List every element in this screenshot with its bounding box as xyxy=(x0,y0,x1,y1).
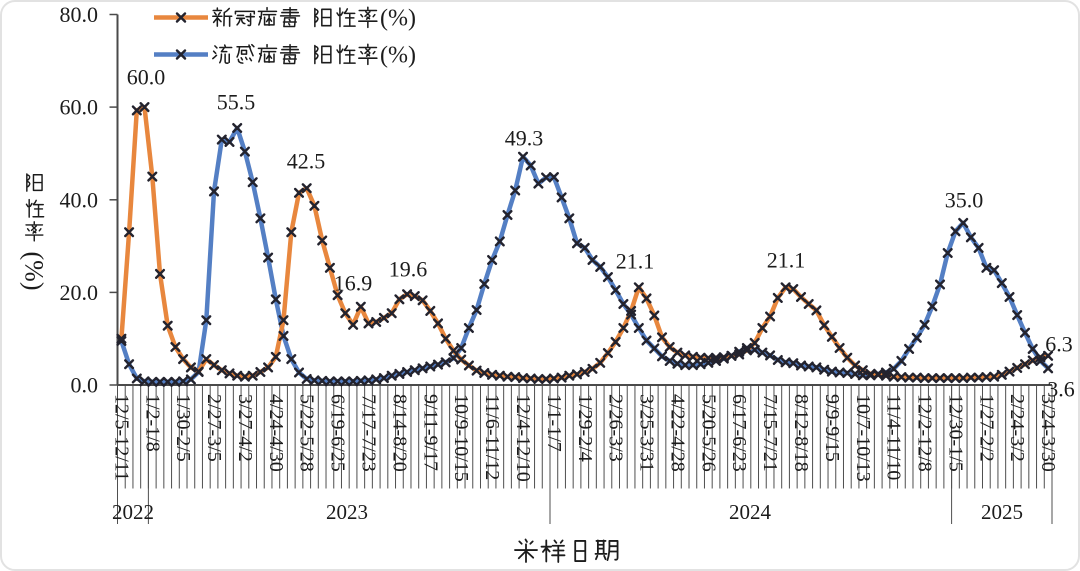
svg-text:35.0: 35.0 xyxy=(945,188,984,213)
svg-text:3/24-3/30: 3/24-3/30 xyxy=(1037,394,1059,472)
svg-text:6/19-6/25: 6/19-6/25 xyxy=(327,394,349,472)
svg-text:10/7-10/13: 10/7-10/13 xyxy=(852,394,874,482)
svg-text:60.0: 60.0 xyxy=(127,65,166,90)
svg-text:1/30-2/5: 1/30-2/5 xyxy=(172,394,194,462)
svg-text:2022: 2022 xyxy=(112,500,154,524)
svg-text:20.0: 20.0 xyxy=(60,280,99,305)
svg-text:12/2-12/8: 12/2-12/8 xyxy=(914,394,936,472)
svg-text:5/22-5/28: 5/22-5/28 xyxy=(296,394,318,472)
svg-text:1/1-1/7: 1/1-1/7 xyxy=(543,394,565,452)
svg-text:49.3: 49.3 xyxy=(505,126,544,151)
svg-text:2/24-3/2: 2/24-3/2 xyxy=(1006,394,1028,462)
svg-text:60.0: 60.0 xyxy=(60,95,99,120)
svg-text:10/9-10/15: 10/9-10/15 xyxy=(450,394,472,482)
svg-text:8/14-8/20: 8/14-8/20 xyxy=(388,394,410,472)
svg-text:0.0: 0.0 xyxy=(71,373,99,398)
svg-text:9/9-9/15: 9/9-9/15 xyxy=(821,394,843,462)
svg-text:2/27-3/5: 2/27-3/5 xyxy=(203,394,225,462)
svg-text:8/12-8/18: 8/12-8/18 xyxy=(790,394,812,472)
svg-text:4/22-4/28: 4/22-4/28 xyxy=(666,394,688,472)
svg-text:2023: 2023 xyxy=(326,500,368,524)
svg-text:7/15-7/21: 7/15-7/21 xyxy=(759,394,781,472)
svg-text:1/29-2/4: 1/29-2/4 xyxy=(574,394,596,462)
svg-text:19.6: 19.6 xyxy=(389,257,428,282)
svg-text:2/26-3/3: 2/26-3/3 xyxy=(605,394,627,462)
svg-text:12/5-12/11: 12/5-12/11 xyxy=(110,394,132,481)
svg-text:1/2-1/8: 1/2-1/8 xyxy=(141,394,163,452)
svg-text:5/20-5/26: 5/20-5/26 xyxy=(697,394,719,472)
svg-text:80.0: 80.0 xyxy=(60,2,99,27)
svg-text:4/24-4/30: 4/24-4/30 xyxy=(265,394,287,472)
svg-text:1/27-2/2: 1/27-2/2 xyxy=(975,394,997,462)
svg-text:2025: 2025 xyxy=(981,500,1023,524)
svg-text:11/6-11/12: 11/6-11/12 xyxy=(481,394,503,480)
svg-text:3.6: 3.6 xyxy=(1047,377,1075,402)
svg-text:7/17-7/23: 7/17-7/23 xyxy=(358,394,380,472)
svg-text:40.0: 40.0 xyxy=(60,187,99,212)
svg-text:42.5: 42.5 xyxy=(287,149,326,174)
svg-text:(%): (%) xyxy=(20,252,49,291)
svg-text:6/17-6/23: 6/17-6/23 xyxy=(728,394,750,472)
svg-text:21.1: 21.1 xyxy=(616,249,655,274)
svg-text:3/25-3/31: 3/25-3/31 xyxy=(636,394,658,472)
svg-text:12/4-12/10: 12/4-12/10 xyxy=(512,394,534,482)
svg-text:9/11-9/17: 9/11-9/17 xyxy=(419,394,441,471)
svg-text:3/27-4/2: 3/27-4/2 xyxy=(234,394,256,462)
svg-text:21.1: 21.1 xyxy=(767,248,806,273)
svg-text:(%): (%) xyxy=(380,6,416,32)
svg-text:(%): (%) xyxy=(380,43,416,69)
svg-text:16.9: 16.9 xyxy=(334,271,373,296)
svg-text:6.3: 6.3 xyxy=(1045,332,1073,357)
svg-text:55.5: 55.5 xyxy=(217,90,256,115)
svg-text:2024: 2024 xyxy=(729,500,772,524)
svg-text:11/4-11/10: 11/4-11/10 xyxy=(883,394,905,480)
svg-text:12/30-1/5: 12/30-1/5 xyxy=(945,394,967,472)
